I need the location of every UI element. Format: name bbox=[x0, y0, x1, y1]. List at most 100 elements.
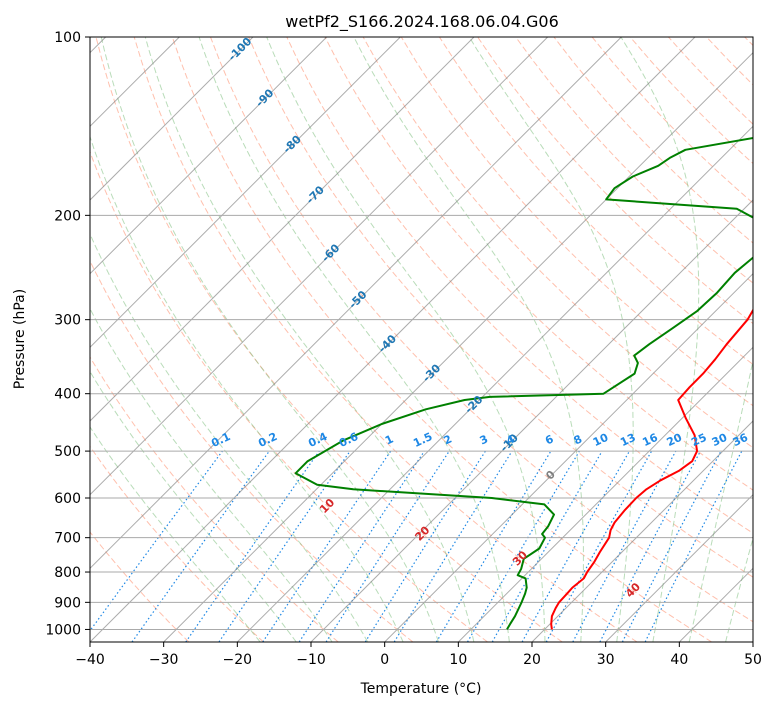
y-tick-label: 200 bbox=[54, 208, 81, 224]
mixing-ratio-label: 16 bbox=[640, 431, 660, 449]
y-tick-label: 600 bbox=[54, 491, 81, 507]
isotherm bbox=[605, 493, 753, 642]
x-tick-label: 0 bbox=[380, 652, 389, 668]
dry-adiabat-label: 30 bbox=[510, 548, 530, 568]
mixing-ratio-line bbox=[298, 450, 425, 642]
dry-adiabat bbox=[591, 37, 753, 204]
x-tick-label: 10 bbox=[449, 652, 467, 668]
mixing-ratio-label: 2 bbox=[442, 432, 454, 447]
moist-adiabat bbox=[144, 37, 475, 642]
dry-adiabat bbox=[248, 37, 753, 578]
moist-adiabat bbox=[353, 37, 584, 642]
mixing-ratio-label: 0.2 bbox=[256, 430, 279, 450]
dry-adiabat-label: 40 bbox=[623, 580, 643, 600]
dry-adiabat bbox=[210, 37, 753, 623]
y-axis-label: Pressure (hPa) bbox=[12, 289, 28, 389]
y-tick-label: 300 bbox=[54, 313, 81, 329]
dewpoint-line bbox=[294, 136, 753, 630]
y-tick-label: 800 bbox=[54, 565, 81, 581]
isotherm bbox=[90, 37, 328, 275]
x-tick-label: 50 bbox=[744, 652, 762, 668]
isotherm bbox=[90, 37, 401, 349]
isotherm-label: -80 bbox=[281, 132, 304, 155]
isotherm bbox=[236, 125, 753, 642]
x-tick-label: −40 bbox=[75, 652, 105, 668]
isotherm bbox=[531, 420, 753, 642]
moist-adiabat bbox=[468, 37, 634, 642]
dry-adiabat bbox=[668, 37, 753, 125]
mixing-ratio-label: 1.5 bbox=[411, 430, 434, 450]
mixing-ratio-line bbox=[131, 450, 270, 642]
dry-adiabat bbox=[133, 37, 638, 642]
mixing-ratio-label: 3 bbox=[478, 432, 490, 447]
dry-adiabat bbox=[400, 37, 753, 407]
dry-adiabat bbox=[90, 150, 488, 642]
dry-adiabat bbox=[515, 37, 753, 284]
x-tick-label: −30 bbox=[149, 652, 179, 668]
isotherm bbox=[163, 51, 753, 642]
dry-adiabat bbox=[90, 531, 190, 642]
mixing-ratio-label: 20 bbox=[665, 431, 685, 449]
isotherm bbox=[90, 37, 622, 570]
isotherm bbox=[752, 641, 753, 642]
dry-adiabat bbox=[90, 356, 339, 642]
mixing-ratio-label: 8 bbox=[572, 432, 584, 447]
y-tick-label: 400 bbox=[54, 387, 81, 403]
moist-adiabat bbox=[100, 37, 439, 642]
dry-adiabat bbox=[438, 37, 753, 366]
mixing-ratio-line bbox=[644, 450, 743, 642]
y-axis: 100 200 300 400 500 600 700 800 900 1000 bbox=[45, 30, 90, 638]
mixing-ratio-line bbox=[435, 450, 552, 642]
isotherm bbox=[678, 567, 753, 642]
moist-adiabat bbox=[266, 37, 546, 642]
mixing-ratio-label: 1 bbox=[383, 432, 395, 447]
dry-adiabat bbox=[553, 37, 753, 244]
x-tick-label: 30 bbox=[597, 652, 615, 668]
isotherm bbox=[384, 272, 753, 642]
dry-adiabat bbox=[706, 37, 753, 86]
plot-frame bbox=[89, 36, 754, 643]
x-axis-label: Temperature (°C) bbox=[360, 681, 482, 697]
mixing-ratio-label: 25 bbox=[689, 431, 708, 449]
dry-adiabat-label: 20 bbox=[412, 523, 432, 543]
mixing-ratio-line bbox=[393, 450, 513, 642]
moist-adiabat bbox=[90, 307, 333, 642]
isotherm bbox=[90, 37, 475, 422]
moist-adiabat bbox=[725, 536, 753, 642]
x-axis: −40 −30 −20 −10 0 10 20 30 40 50 bbox=[75, 642, 762, 668]
mixing-ratio-label: 0.4 bbox=[306, 430, 329, 450]
mixing-ratio-label: 13 bbox=[618, 431, 637, 449]
y-tick-label: 500 bbox=[54, 444, 81, 460]
x-tick-label: 40 bbox=[670, 652, 688, 668]
moist-adiabat bbox=[90, 370, 297, 642]
mixing-ratio-line bbox=[90, 450, 223, 632]
moist-adiabat bbox=[198, 37, 510, 642]
x-tick-label: −10 bbox=[296, 652, 326, 668]
moist-adiabat bbox=[90, 426, 261, 642]
mixing-ratio-label: 10 bbox=[591, 431, 611, 449]
dry-adiabat bbox=[90, 259, 414, 642]
mixing-ratio-line bbox=[185, 450, 320, 642]
chart-title: wetPf2_S166.2024.168.06.04.G06 bbox=[285, 12, 559, 32]
isotherm bbox=[310, 199, 753, 642]
mixing-ratio-line bbox=[218, 450, 351, 642]
isotherm-label: 0 bbox=[543, 468, 558, 483]
x-tick-label: 20 bbox=[523, 652, 541, 668]
mixing-ratio-label: 6 bbox=[543, 432, 556, 447]
moist-adiabat bbox=[688, 358, 753, 642]
y-tick-label: 1000 bbox=[45, 622, 81, 638]
mixing-ratio-label: 0.6 bbox=[337, 430, 360, 450]
moist-adiabat bbox=[90, 135, 404, 642]
mixing-ratio-line bbox=[572, 450, 677, 642]
mixing-ratio-label: 36 bbox=[731, 431, 751, 449]
x-tick-label: −20 bbox=[223, 652, 253, 668]
mixing-ratio-line bbox=[262, 450, 392, 642]
mixing-ratio-line bbox=[521, 450, 631, 642]
sounding-profiles bbox=[294, 136, 753, 630]
y-tick-label: 100 bbox=[54, 30, 81, 46]
grid bbox=[90, 37, 753, 642]
temperature-line bbox=[550, 308, 753, 630]
dry-adiabat bbox=[95, 37, 563, 642]
y-tick-label: 700 bbox=[54, 531, 81, 547]
